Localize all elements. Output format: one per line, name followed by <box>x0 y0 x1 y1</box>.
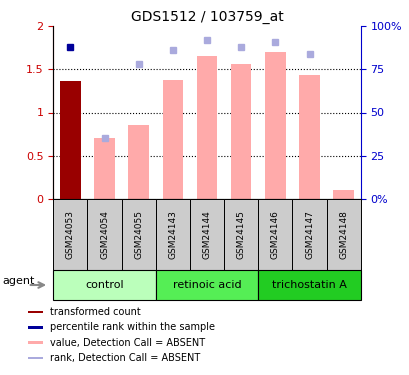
Text: transformed count: transformed count <box>50 307 140 317</box>
Text: rank, Detection Call = ABSENT: rank, Detection Call = ABSENT <box>50 353 200 363</box>
Text: GSM24143: GSM24143 <box>168 210 177 259</box>
Text: GSM24148: GSM24148 <box>338 210 347 259</box>
Text: GSM24144: GSM24144 <box>202 210 211 259</box>
FancyBboxPatch shape <box>53 199 87 270</box>
Text: GSM24055: GSM24055 <box>134 210 143 259</box>
Bar <box>265 52 285 199</box>
Text: GSM24053: GSM24053 <box>66 210 75 259</box>
FancyBboxPatch shape <box>155 270 258 300</box>
Bar <box>128 125 148 199</box>
FancyBboxPatch shape <box>326 199 360 270</box>
Bar <box>94 138 115 199</box>
Text: retinoic acid: retinoic acid <box>172 280 241 290</box>
Title: GDS1512 / 103759_at: GDS1512 / 103759_at <box>130 10 283 24</box>
Bar <box>28 326 43 328</box>
FancyBboxPatch shape <box>53 270 155 300</box>
FancyBboxPatch shape <box>87 199 121 270</box>
Bar <box>299 75 319 199</box>
Bar <box>28 357 43 359</box>
Bar <box>196 57 217 199</box>
Text: GSM24145: GSM24145 <box>236 210 245 259</box>
Text: GSM24054: GSM24054 <box>100 210 109 259</box>
Text: GSM24146: GSM24146 <box>270 210 279 259</box>
FancyBboxPatch shape <box>155 199 189 270</box>
FancyBboxPatch shape <box>258 199 292 270</box>
FancyBboxPatch shape <box>121 199 155 270</box>
Text: percentile rank within the sample: percentile rank within the sample <box>50 322 214 332</box>
Bar <box>28 342 43 344</box>
Bar <box>333 190 353 199</box>
FancyBboxPatch shape <box>292 199 326 270</box>
Text: trichostatin A: trichostatin A <box>272 280 346 290</box>
Bar <box>60 81 81 199</box>
FancyBboxPatch shape <box>189 199 224 270</box>
Text: GSM24147: GSM24147 <box>304 210 313 259</box>
Text: value, Detection Call = ABSENT: value, Detection Call = ABSENT <box>50 338 204 348</box>
Text: agent: agent <box>3 276 35 285</box>
Bar <box>28 311 43 314</box>
FancyBboxPatch shape <box>258 270 360 300</box>
FancyBboxPatch shape <box>224 199 258 270</box>
Bar <box>230 64 251 199</box>
Text: control: control <box>85 280 124 290</box>
Bar <box>162 80 183 199</box>
